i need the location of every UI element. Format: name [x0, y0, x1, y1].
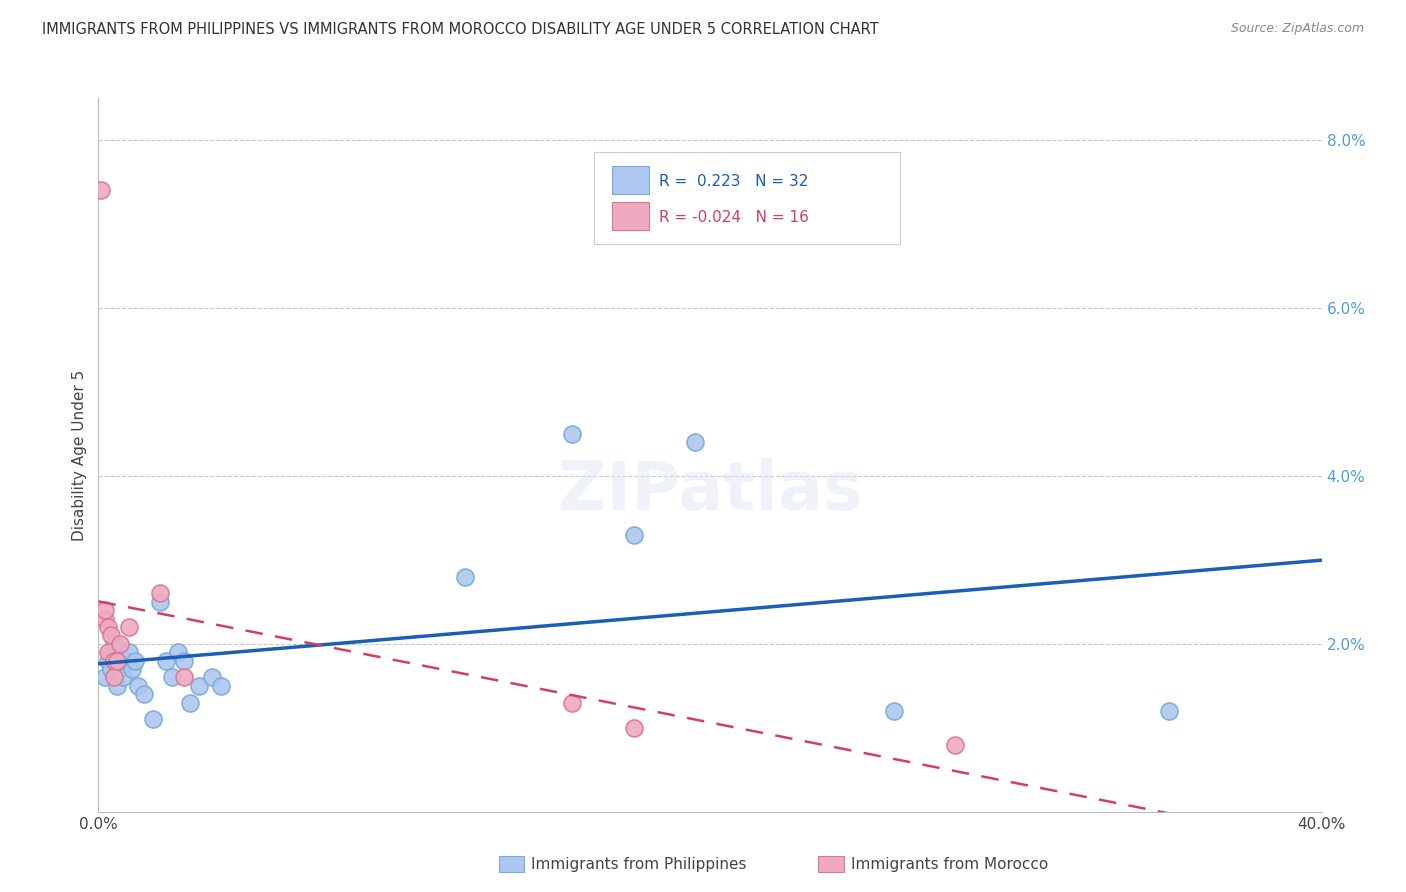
Text: Source: ZipAtlas.com: Source: ZipAtlas.com — [1230, 22, 1364, 36]
Point — [142, 712, 165, 726]
Text: IMMIGRANTS FROM PHILIPPINES VS IMMIGRANTS FROM MOROCCO DISABILITY AGE UNDER 5 CO: IMMIGRANTS FROM PHILIPPINES VS IMMIGRANT… — [42, 22, 879, 37]
Point — [103, 637, 125, 651]
Point — [103, 654, 125, 668]
Point — [1157, 704, 1180, 718]
Point — [623, 527, 645, 541]
Point — [100, 628, 122, 642]
Point — [561, 426, 583, 441]
Point — [134, 687, 156, 701]
Point — [103, 654, 125, 668]
Point — [149, 595, 172, 609]
Point — [97, 654, 120, 668]
Point — [97, 645, 120, 659]
Point — [454, 569, 477, 583]
Point — [105, 654, 128, 668]
Point — [124, 654, 146, 668]
FancyBboxPatch shape — [593, 152, 900, 244]
Point — [115, 654, 138, 668]
Point — [173, 654, 195, 668]
Point — [108, 637, 131, 651]
Point — [200, 670, 222, 684]
Text: R = -0.024   N = 16: R = -0.024 N = 16 — [658, 210, 808, 225]
Point — [93, 603, 115, 617]
Point — [108, 662, 131, 676]
Point — [623, 721, 645, 735]
Bar — [612, 202, 648, 230]
Point — [100, 645, 122, 659]
Point — [179, 696, 201, 710]
Point — [883, 704, 905, 718]
Point — [111, 670, 134, 684]
Point — [209, 679, 232, 693]
Point — [155, 654, 177, 668]
Text: ZIPatlas: ZIPatlas — [558, 458, 862, 524]
Point — [683, 435, 706, 450]
Point — [127, 679, 149, 693]
Point — [160, 670, 183, 684]
Point — [561, 696, 583, 710]
Point — [173, 670, 195, 684]
Point — [90, 184, 112, 198]
Point — [105, 654, 128, 668]
Text: Immigrants from Philippines: Immigrants from Philippines — [531, 857, 747, 871]
Point — [167, 645, 190, 659]
Bar — [612, 166, 648, 194]
Point — [121, 662, 143, 676]
Point — [103, 670, 125, 684]
Point — [149, 586, 172, 600]
Text: R =  0.223   N = 32: R = 0.223 N = 32 — [658, 174, 808, 189]
Y-axis label: Disability Age Under 5: Disability Age Under 5 — [72, 369, 87, 541]
Point — [93, 670, 115, 684]
Point — [100, 662, 122, 676]
Point — [118, 620, 141, 634]
Point — [188, 679, 211, 693]
Point — [93, 612, 115, 626]
Point — [105, 679, 128, 693]
Point — [118, 645, 141, 659]
Point — [943, 738, 966, 752]
Text: Immigrants from Morocco: Immigrants from Morocco — [851, 857, 1047, 871]
Point — [97, 620, 120, 634]
